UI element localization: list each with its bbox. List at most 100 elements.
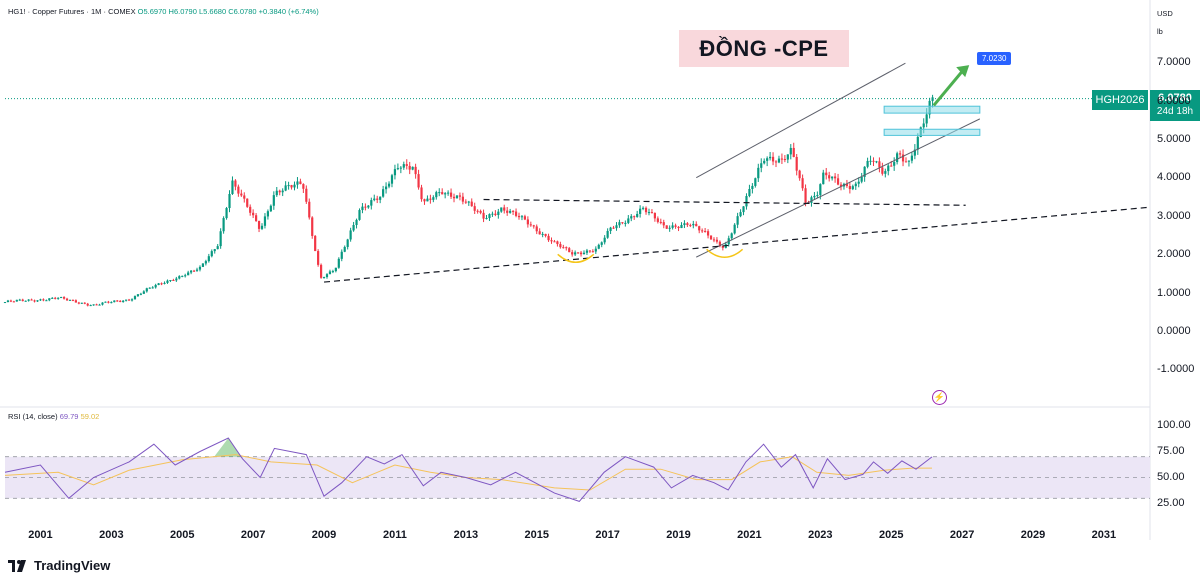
time-axis-tick: 2029 [1020,529,1046,541]
candle-body [904,161,908,163]
candle-body [704,230,707,232]
candle-body [798,170,801,179]
candle-body [925,114,928,124]
candle-body [550,240,553,242]
candle-body [370,200,373,206]
time-axis-tick: 2013 [453,529,479,541]
candle-body [290,185,293,188]
candle-body [523,216,527,220]
candle-body [449,192,453,197]
candle-body [890,165,893,167]
time-axis-tick: 2023 [808,529,833,541]
candle-body [739,212,742,217]
rsi-ma-value: 59.02 [80,412,100,421]
candle-body [435,192,438,198]
candle-body [736,216,739,225]
candle-body [538,231,541,235]
time-axis-tick: 2007 [240,529,266,541]
candle-body [130,299,134,301]
tradingview-logo: TradingView [8,558,110,573]
candle-body [252,212,255,216]
candle-body [343,246,346,252]
candle-body [656,218,659,222]
candle-body [863,166,866,177]
candle-body [198,266,202,270]
candle-body [606,230,609,238]
candle-body [659,221,662,223]
candle-body [621,222,624,224]
unit-label: lb [1157,27,1163,36]
rsi-axis-tick: 50.00 [1157,470,1185,483]
candle-body [376,198,379,200]
candle-body [686,223,689,226]
candle-body [133,296,137,300]
rsi-axis-tick: 75.00 [1157,444,1185,457]
candle-body [464,201,467,203]
candle-body [45,300,48,302]
candle-body [74,300,77,303]
candle-body [878,161,881,168]
time-axis-tick: 2015 [524,529,549,541]
time-axis-tick: 2011 [383,529,407,541]
candle-body [896,153,899,163]
projection-arrow-shaft [932,69,965,107]
candle-body [331,271,335,273]
candle-body [104,301,107,303]
candle-body [748,189,751,197]
candle-body [532,225,535,227]
candle-body [712,239,716,241]
logo-text: TradingView [34,558,111,573]
candle-body [789,147,792,155]
candle-body [228,193,231,209]
candle-body [178,276,181,279]
candle-body [588,250,592,252]
candle-body [801,178,804,189]
candle-body [745,196,748,207]
header-symbol: HG1! [8,7,26,16]
candle-body [559,244,562,248]
candles-group [3,94,934,307]
resistance-zone [883,105,981,114]
candle-body [181,275,184,277]
candle-body [373,198,376,201]
lightning-icon[interactable]: ⚡ [932,390,947,405]
candle-body [875,161,878,163]
candle-body [113,300,116,303]
candle-body [514,211,518,216]
candle-body [308,201,311,218]
bottom-marker-arc [706,248,744,259]
candle-body [503,207,506,211]
candle-body [715,239,719,242]
candle-body [819,184,822,196]
candle-body [461,196,464,202]
candle-body [423,199,426,202]
header-exchange: COMEX [108,7,136,16]
bottom-marker-arc [557,253,595,264]
header-high: H6.0790 [168,7,197,16]
time-axis-tick: 2019 [666,529,691,541]
candle-body [701,230,704,232]
candle-body [562,247,565,249]
candle-body [831,176,834,179]
rsi-title: RSI (14, close) [8,412,58,421]
candle-body [65,298,69,301]
candle-body [615,225,618,229]
candle-body [509,210,512,213]
price-axis-tick: 1.0000 [1157,286,1191,299]
channel-upper [696,62,906,179]
candle-body [689,225,692,227]
symbol-tag: HGH2026 [1092,90,1148,110]
candle-body [77,302,80,304]
candle-body [854,183,857,187]
candle-body [898,153,902,155]
candle-body [80,302,83,304]
candle-body [302,184,305,189]
rsi-ma-line [4,454,932,491]
candle-body [249,206,252,213]
candle-body [367,205,370,208]
candle-body [379,196,382,200]
candle-body [311,217,314,236]
candle-body [18,299,21,301]
candle-body [145,288,148,292]
